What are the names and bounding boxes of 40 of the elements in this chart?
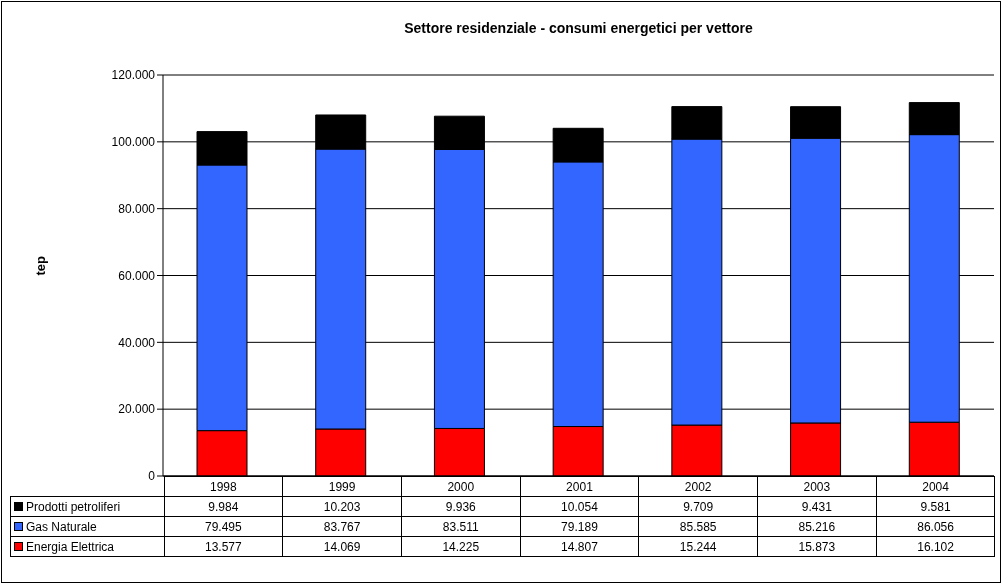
data-label: 15.873	[757, 536, 877, 557]
y-tick-label: 20.000	[118, 402, 156, 417]
x-tick-label: 1998	[164, 476, 283, 497]
y-tick-label: 120.000	[111, 68, 156, 83]
y-tick-label: 0	[148, 469, 156, 484]
x-tick-label: 1999	[282, 476, 402, 497]
legend-label: Energia Elettrica	[10, 536, 164, 557]
x-tick-label: 2004	[876, 476, 995, 497]
legend-label: Gas Naturale	[10, 516, 164, 537]
y-tick-label: 100.000	[111, 135, 156, 150]
chart-title: Settore residenziale - consumi energetici per vettore	[403, 20, 754, 36]
y-tick-label: 60.000	[118, 268, 156, 283]
data-label: 79.495	[164, 516, 283, 537]
data-label: 86.056	[876, 516, 995, 537]
x-tick-label: 2003	[757, 476, 877, 497]
data-label: 83.511	[401, 516, 521, 537]
y-axis-title: tep	[32, 255, 48, 276]
x-tick-label: 2002	[638, 476, 758, 497]
data-label: 85.585	[638, 516, 758, 537]
data-label: 9.936	[401, 496, 521, 517]
y-tick-label: 80.000	[118, 201, 156, 216]
data-label: 10.203	[282, 496, 402, 517]
data-label: 15.244	[638, 536, 758, 557]
data-label: 83.767	[282, 516, 402, 537]
legend-label: Prodotti petroliferi	[10, 496, 164, 517]
data-label: 9.431	[757, 496, 877, 517]
y-tick-label: 40.000	[118, 335, 156, 350]
data-label: 14.069	[282, 536, 402, 557]
data-label: 14.807	[520, 536, 639, 557]
data-label: 9.581	[876, 496, 995, 517]
x-tick-label: 2000	[401, 476, 521, 497]
data-label: 85.216	[757, 516, 877, 537]
data-label: 9.984	[164, 496, 283, 517]
data-label: 14.225	[401, 536, 521, 557]
data-label: 79.189	[520, 516, 639, 537]
data-label: 10.054	[520, 496, 639, 517]
data-label: 9.709	[638, 496, 758, 517]
data-label: 13.577	[164, 536, 283, 557]
data-label: 16.102	[876, 536, 995, 557]
x-tick-label: 2001	[520, 476, 639, 497]
